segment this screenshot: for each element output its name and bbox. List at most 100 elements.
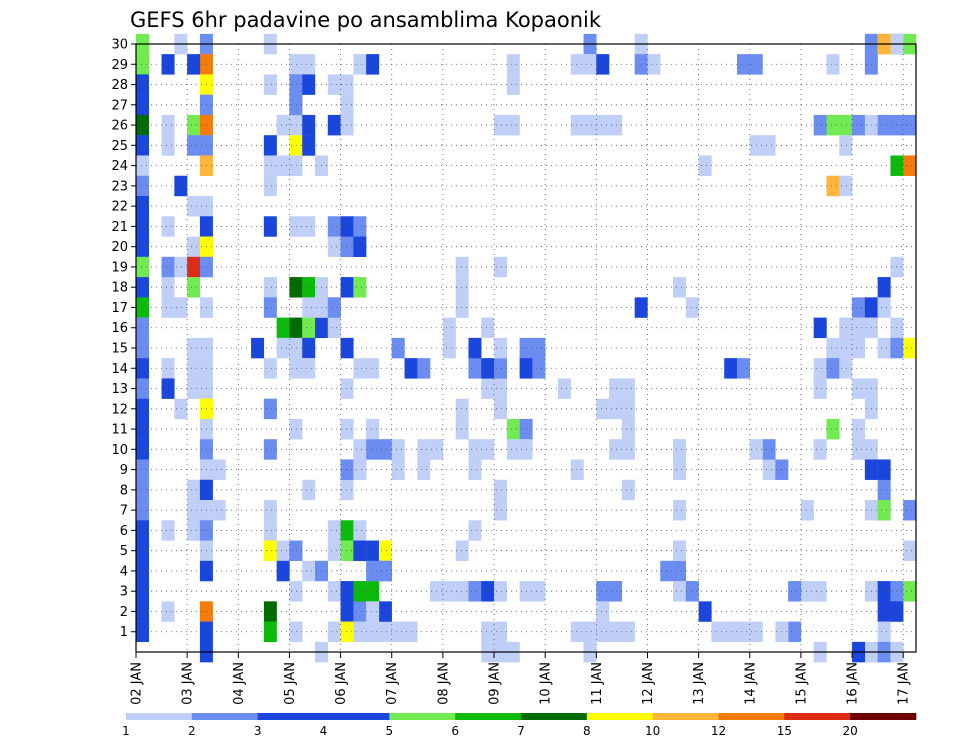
heatmap-cell bbox=[762, 459, 776, 480]
heatmap-cell bbox=[136, 94, 149, 116]
y-tick-label: 4 bbox=[120, 564, 128, 579]
heatmap-cell bbox=[136, 500, 149, 521]
heatmap-cell bbox=[813, 581, 827, 602]
heatmap-cell bbox=[736, 621, 750, 643]
heatmap-cell bbox=[276, 540, 290, 561]
heatmap-cell bbox=[276, 560, 290, 582]
heatmap-cell bbox=[289, 581, 303, 602]
heatmap-cell bbox=[570, 114, 584, 136]
heatmap-cell bbox=[468, 439, 482, 460]
heatmap-cell bbox=[583, 621, 597, 643]
heatmap-cell bbox=[327, 114, 341, 136]
heatmap-cell bbox=[506, 418, 520, 440]
heatmap-cell bbox=[136, 581, 149, 602]
heatmap-cell bbox=[161, 520, 175, 541]
colorbar-legend: 1 2 3 4 5 6 7 8 10 12 15 20 bbox=[122, 713, 917, 738]
heatmap-cell bbox=[481, 581, 495, 602]
heatmap-cell bbox=[877, 114, 891, 136]
heatmap-cell bbox=[327, 216, 341, 237]
y-tick-label: 24 bbox=[111, 159, 128, 174]
heatmap-cell bbox=[455, 297, 469, 318]
heatmap-cell bbox=[813, 358, 827, 379]
heatmap-cell bbox=[289, 94, 303, 116]
heatmap-cell bbox=[136, 155, 149, 176]
heatmap-cell bbox=[136, 114, 149, 136]
heatmap-cell bbox=[378, 540, 392, 561]
heatmap-cell bbox=[877, 601, 891, 622]
colorbar-swatch bbox=[323, 713, 390, 720]
heatmap-cell bbox=[366, 439, 380, 460]
heatmap-cell bbox=[263, 398, 277, 420]
heatmap-cell bbox=[136, 520, 149, 541]
x-tick-label: 05 JAN bbox=[283, 662, 298, 705]
x-tick-label: 03 JAN bbox=[181, 662, 196, 705]
heatmap-cell bbox=[302, 54, 316, 75]
heatmap-cell bbox=[736, 358, 750, 379]
heatmap-cell bbox=[583, 54, 597, 75]
heatmap-cell bbox=[442, 317, 456, 339]
heatmap-cell bbox=[302, 74, 316, 95]
heatmap-cell bbox=[161, 216, 175, 237]
heatmap-cell bbox=[455, 277, 469, 298]
heatmap-cell bbox=[302, 358, 316, 379]
heatmap-cell bbox=[212, 459, 226, 480]
heatmap-cell bbox=[673, 439, 687, 460]
heatmap-cell bbox=[251, 337, 265, 359]
heatmap-cell bbox=[596, 54, 610, 75]
x-tick-label: 13 JAN bbox=[692, 662, 707, 705]
heatmap-cell bbox=[136, 216, 149, 237]
heatmap-cell bbox=[289, 135, 303, 156]
y-tick-label: 20 bbox=[111, 240, 128, 255]
heatmap-cell bbox=[417, 439, 431, 460]
y-tick-label: 23 bbox=[111, 179, 128, 194]
heatmap-cell bbox=[263, 520, 277, 541]
heatmap-cell bbox=[813, 317, 827, 339]
heatmap-cell bbox=[136, 317, 149, 339]
heatmap-cell bbox=[378, 439, 392, 460]
heatmap-cell bbox=[302, 277, 316, 298]
heatmap-cell bbox=[340, 277, 354, 298]
heatmap-cell bbox=[852, 297, 866, 318]
x-tick-label: 16 JAN bbox=[846, 662, 861, 705]
heatmap-cell bbox=[494, 114, 508, 136]
heatmap-cell bbox=[532, 358, 546, 379]
heatmap-cell bbox=[455, 398, 469, 420]
heatmap-cell bbox=[621, 418, 635, 440]
colorbar-swatch bbox=[652, 713, 719, 720]
heatmap-cell bbox=[263, 175, 277, 197]
heatmap-cell bbox=[340, 459, 354, 480]
heatmap-cell bbox=[494, 479, 508, 501]
heatmap-cell bbox=[698, 601, 712, 622]
heatmap-cell bbox=[302, 560, 316, 582]
heatmap-cell bbox=[289, 216, 303, 237]
heatmap-cell bbox=[276, 155, 290, 176]
heatmap-cell bbox=[289, 418, 303, 440]
heatmap-cell bbox=[826, 175, 840, 197]
heatmap-cell bbox=[826, 114, 840, 136]
heatmap-cell bbox=[263, 74, 277, 95]
heatmap-cell bbox=[276, 317, 290, 339]
heatmap-cell bbox=[711, 621, 725, 643]
heatmap-cell bbox=[673, 459, 687, 480]
heatmap-cell bbox=[174, 297, 188, 318]
heatmap-cell bbox=[340, 581, 354, 602]
colorbar-swatch bbox=[586, 713, 653, 720]
heatmap-cell bbox=[378, 601, 392, 622]
heatmap-cell bbox=[161, 114, 175, 136]
heatmap-cell bbox=[813, 439, 827, 460]
heatmap-cell bbox=[187, 358, 201, 379]
heatmap-cell bbox=[762, 439, 776, 460]
colorbar-swatch bbox=[126, 713, 193, 720]
heatmap-cell bbox=[353, 54, 367, 75]
heatmap-cell bbox=[263, 439, 277, 460]
heatmap-cell bbox=[366, 54, 380, 75]
heatmap-cell bbox=[187, 378, 201, 399]
colorbar-label: 12 bbox=[711, 724, 726, 738]
heatmap-cell bbox=[532, 581, 546, 602]
colorbar-swatch bbox=[389, 713, 456, 720]
heatmap-cell bbox=[852, 317, 866, 339]
heatmap-cell bbox=[852, 114, 866, 136]
y-tick-label: 9 bbox=[120, 463, 128, 478]
heatmap-cell bbox=[302, 297, 316, 318]
heatmap-cell bbox=[826, 358, 840, 379]
